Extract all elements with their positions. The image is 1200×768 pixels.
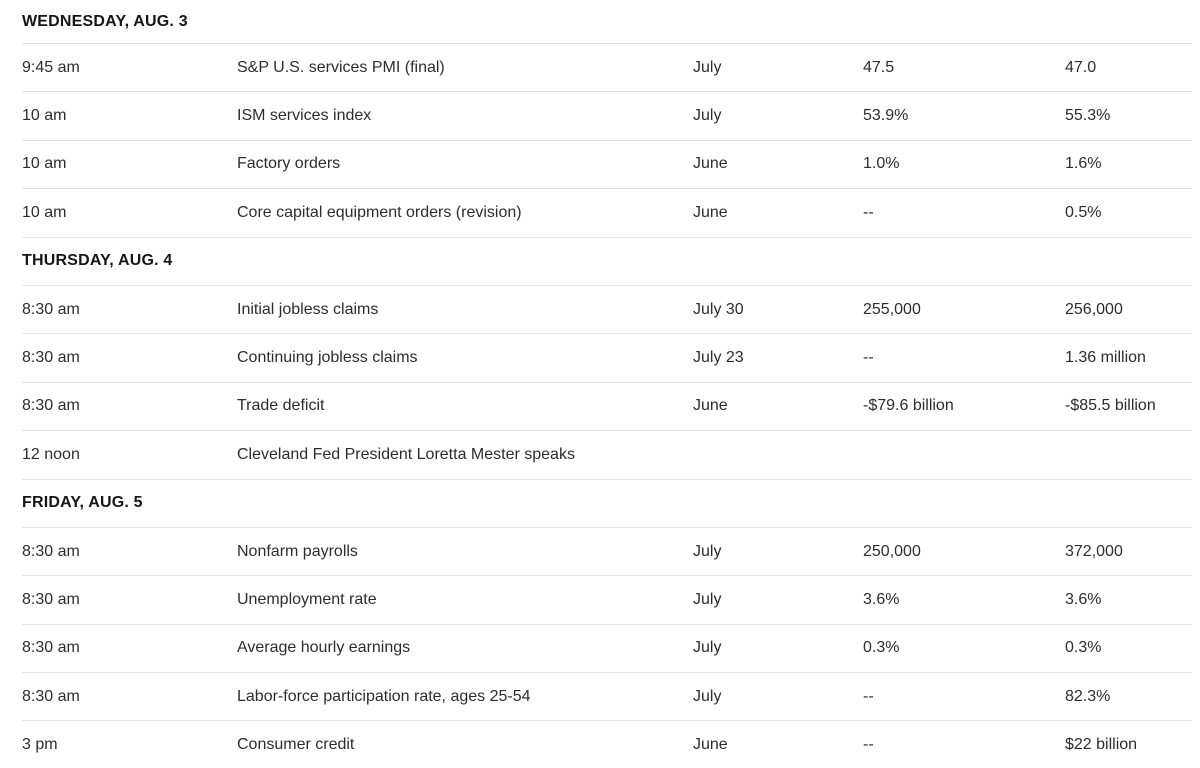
report-cell: Initial jobless claims	[237, 300, 379, 318]
table-row: 8:30 am Unemployment rate July 3.6% 3.6%	[22, 576, 1192, 625]
period-cell: July 23	[693, 349, 744, 367]
table-row: 8:30 am Trade deficit June -$79.6 billion -$…	[22, 383, 1192, 432]
table-row: 8:30 am Continuing jobless claims July 23 -…	[22, 334, 1192, 383]
day-header: WEDNESDAY, AUG. 3	[22, 0, 1192, 44]
forecast-cell: --	[863, 687, 874, 705]
period-cell: July	[693, 58, 722, 76]
forecast-cell: --	[863, 736, 874, 754]
table-row: 8:30 am Nonfarm payrolls July 250,000 372,00…	[22, 528, 1192, 577]
time-cell: 12 noon	[22, 445, 80, 463]
report-cell: Trade deficit	[237, 397, 325, 415]
forecast-cell: 53.9%	[863, 107, 909, 125]
time-cell: 10 am	[22, 203, 67, 221]
report-cell: S&P U.S. services PMI (final)	[237, 58, 445, 76]
report-cell: Continuing jobless claims	[237, 349, 418, 367]
time-cell: 8:30 am	[22, 687, 80, 705]
forecast-cell: 250,000	[863, 542, 921, 560]
table-row: 8:30 am Initial jobless claims July 30 255,…	[22, 286, 1192, 335]
time-cell: 9:45 am	[22, 58, 80, 76]
forecast-cell: 47.5	[863, 58, 895, 76]
previous-cell: 55.3%	[1065, 107, 1111, 125]
forecast-cell: 3.6%	[863, 590, 900, 608]
time-cell: 3 pm	[22, 736, 58, 754]
table-row: 8:30 am Average hourly earnings July 0.3% 0.…	[22, 625, 1192, 674]
table-row: 10 am Core capital equipment orders (revi…	[22, 189, 1192, 238]
day-header: FRIDAY, AUG. 5	[22, 480, 1192, 528]
previous-cell: 3.6%	[1065, 590, 1102, 608]
forecast-cell: 1.0%	[863, 155, 900, 173]
time-cell: 8:30 am	[22, 397, 80, 415]
time-cell: 8:30 am	[22, 349, 80, 367]
time-cell: 8:30 am	[22, 590, 80, 608]
period-cell: July	[693, 639, 722, 657]
day-section: WEDNESDAY, AUG. 3 9:45 am S&P U.S. service…	[22, 0, 1192, 238]
previous-cell: 0.3%	[1065, 639, 1102, 657]
forecast-cell: --	[863, 203, 874, 221]
table-row: 10 am Factory orders June 1.0% 1.6%	[22, 141, 1192, 190]
day-header-label: FRIDAY, AUG. 5	[22, 494, 143, 512]
day-section: THURSDAY, AUG. 4 8:30 am Initial jobless c…	[22, 238, 1192, 480]
report-cell: Cleveland Fed President Loretta Mester s…	[237, 445, 575, 463]
period-cell: July	[693, 590, 722, 608]
report-cell: Core capital equipment orders (revision)	[237, 203, 522, 221]
period-cell: June	[693, 203, 728, 221]
table-row: 12 noon Cleveland Fed President Loretta M…	[22, 431, 1192, 480]
forecast-cell: 255,000	[863, 300, 921, 318]
previous-cell: 1.6%	[1065, 155, 1102, 173]
period-cell: June	[693, 155, 728, 173]
previous-cell: 1.36 million	[1065, 349, 1146, 367]
time-cell: 8:30 am	[22, 300, 80, 318]
previous-cell: 372,000	[1065, 542, 1123, 560]
period-cell: July	[693, 107, 722, 125]
period-cell: June	[693, 736, 728, 754]
previous-cell: 47.0	[1065, 58, 1097, 76]
previous-cell: 82.3%	[1065, 687, 1111, 705]
time-cell: 8:30 am	[22, 542, 80, 560]
day-header: THURSDAY, AUG. 4	[22, 238, 1192, 286]
forecast-cell: -$79.6 billion	[863, 397, 954, 415]
day-section: FRIDAY, AUG. 5 8:30 am Nonfarm payrolls Jul…	[22, 480, 1192, 768]
time-cell: 10 am	[22, 155, 67, 173]
report-cell: Nonfarm payrolls	[237, 542, 358, 560]
previous-cell: 0.5%	[1065, 203, 1102, 221]
time-cell: 8:30 am	[22, 639, 80, 657]
table-row: 8:30 am Labor-force participation rate, a…	[22, 673, 1192, 722]
table-row: 10 am ISM services index July 53.9% 55.3%	[22, 92, 1192, 141]
forecast-cell: --	[863, 349, 874, 367]
previous-cell: 256,000	[1065, 300, 1123, 318]
report-cell: Consumer credit	[237, 736, 355, 754]
table-row: 3 pm Consumer credit June -- $22 billion	[22, 721, 1192, 768]
previous-cell: $22 billion	[1065, 736, 1138, 754]
period-cell: July	[693, 542, 722, 560]
report-cell: ISM services index	[237, 107, 372, 125]
day-header-label: THURSDAY, AUG. 4	[22, 252, 173, 270]
report-cell: Factory orders	[237, 155, 341, 173]
period-cell: July 30	[693, 300, 744, 318]
economic-calendar: WEDNESDAY, AUG. 3 9:45 am S&P U.S. service…	[22, 0, 1192, 768]
forecast-cell: 0.3%	[863, 639, 900, 657]
report-cell: Labor-force participation rate, ages 25-…	[237, 687, 531, 705]
period-cell: June	[693, 397, 728, 415]
previous-cell: -$85.5 billion	[1065, 397, 1156, 415]
report-cell: Average hourly earnings	[237, 639, 411, 657]
period-cell: July	[693, 687, 722, 705]
table-row: 9:45 am S&P U.S. services PMI (final) July…	[22, 44, 1192, 93]
report-cell: Unemployment rate	[237, 590, 377, 608]
day-header-label: WEDNESDAY, AUG. 3	[22, 12, 188, 30]
time-cell: 10 am	[22, 107, 67, 125]
